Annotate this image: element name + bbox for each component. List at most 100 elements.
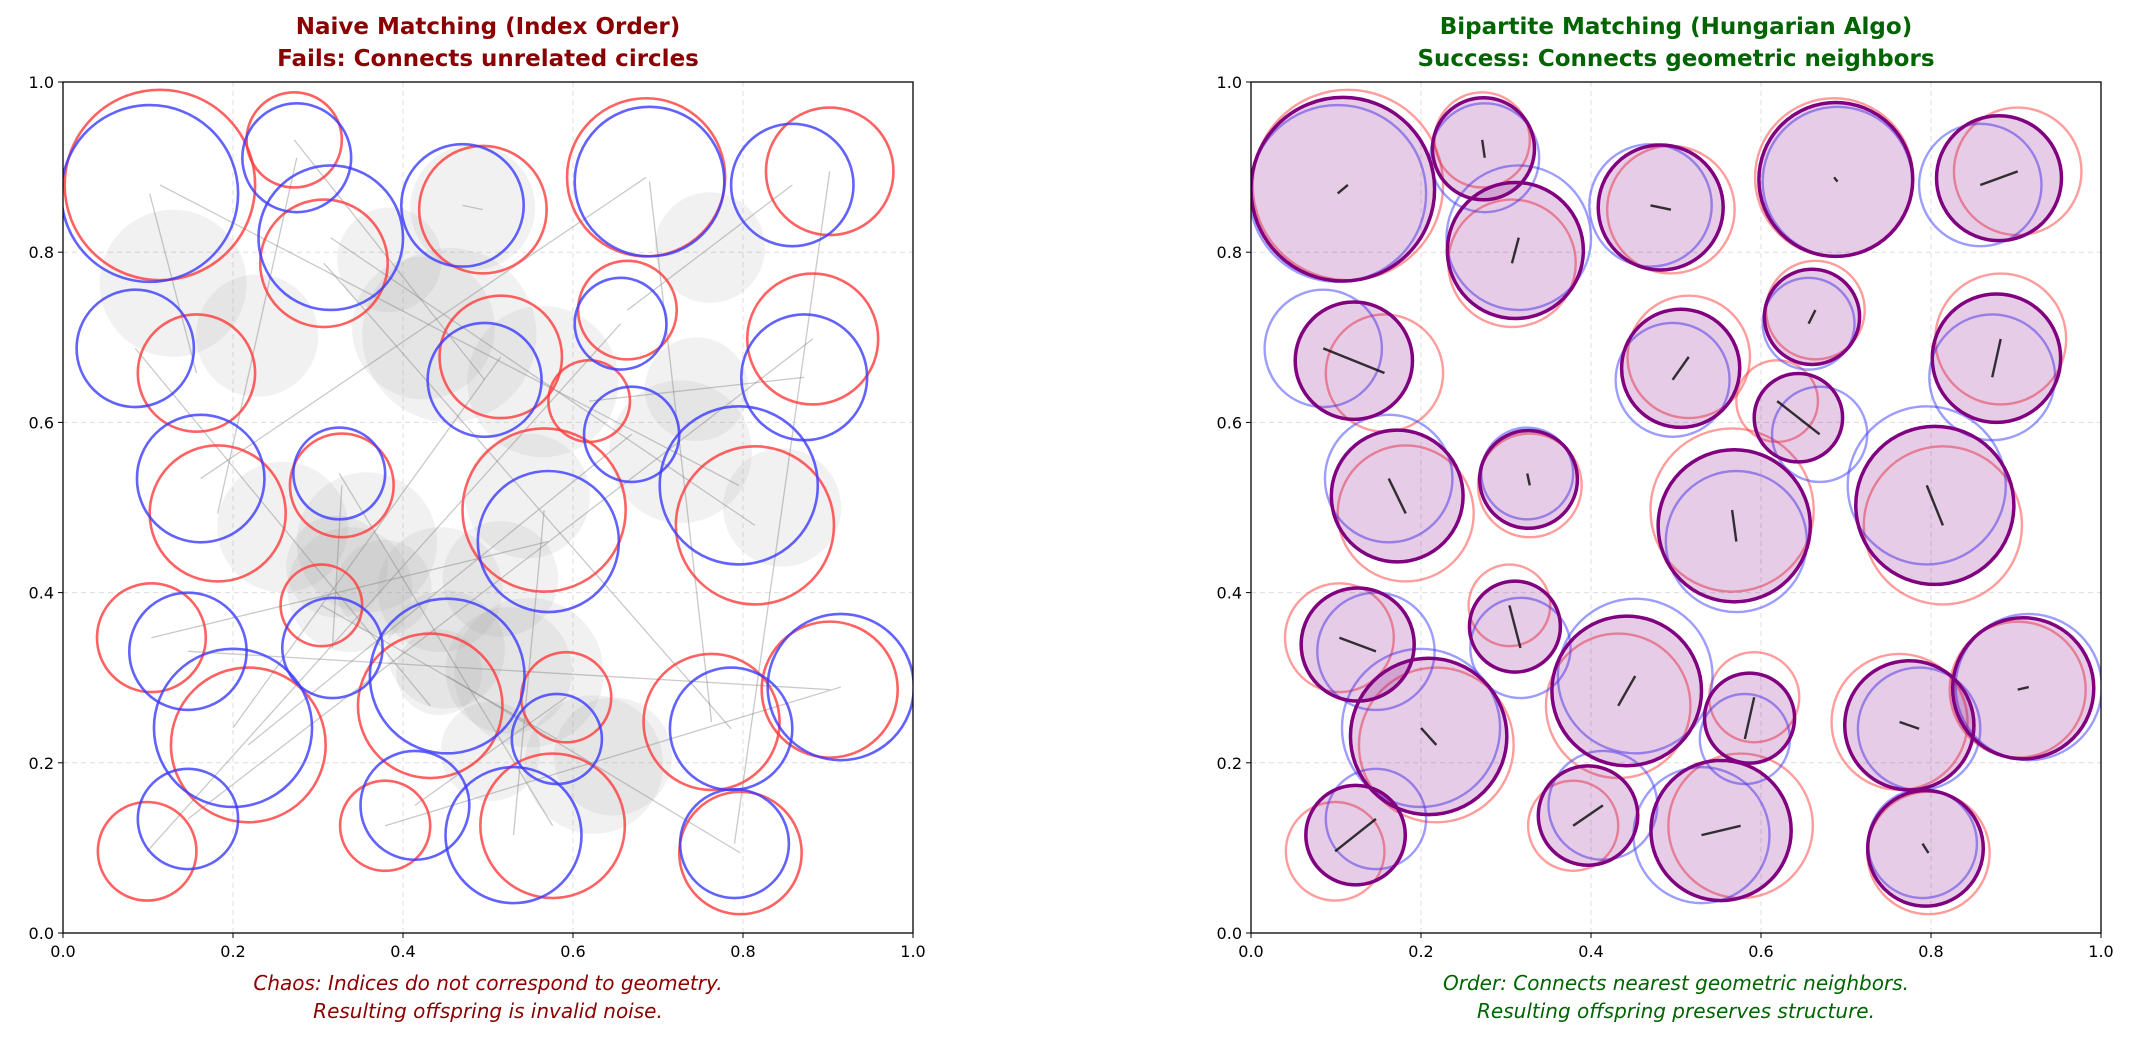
match-line <box>149 193 198 374</box>
parent-a-circle <box>279 563 364 648</box>
y-tick-label: 0.6 <box>1217 413 1242 432</box>
parent-b-circle <box>678 787 791 900</box>
parent-b-circle <box>127 591 248 712</box>
parent-b-circle <box>444 765 583 905</box>
parent-b-circle <box>729 122 855 248</box>
match-line <box>1572 804 1604 827</box>
y-tick-label: 1.0 <box>1217 73 1242 92</box>
parent-a-circle <box>576 259 679 361</box>
y-tick-label: 0.2 <box>29 754 54 773</box>
match-line <box>1481 139 1486 158</box>
match-line <box>1420 727 1438 746</box>
plot-area <box>63 88 913 916</box>
parent-a-circle <box>1862 445 2024 606</box>
parent-b-circle <box>476 469 621 614</box>
match-line <box>1650 204 1672 211</box>
parent-b-circle <box>1323 413 1454 544</box>
parent-b-circle <box>1664 469 1809 614</box>
match-line <box>1833 176 1839 183</box>
parent-a-circle <box>764 106 895 237</box>
x-tick-label: 0.4 <box>390 942 415 961</box>
x-tick-label: 0.2 <box>1408 942 1433 961</box>
parent-a-circle <box>148 444 287 583</box>
parent-b-circle <box>135 413 266 544</box>
parent-b-circle <box>426 321 543 439</box>
parent-a-circle <box>1336 444 1475 583</box>
x-tick-label: 1.0 <box>900 942 925 961</box>
parent-b-circle <box>573 276 668 371</box>
offspring-circle <box>609 380 752 524</box>
right-caption-line2: Resulting offspring preserves structure. <box>1477 999 1875 1023</box>
parent-b-circle <box>1761 276 1856 371</box>
parent-b-circle <box>1340 647 1502 809</box>
offspring-circle <box>296 472 437 613</box>
match-line <box>232 356 502 729</box>
parent-a-circle <box>1283 582 1396 694</box>
x-tick-label: 0.8 <box>1918 942 1943 961</box>
match-line <box>1508 605 1522 649</box>
parent-a-circle <box>258 198 390 329</box>
x-tick-label: 0.0 <box>1238 942 1263 961</box>
parent-b-circle <box>399 142 525 268</box>
parent-b-circle <box>359 749 471 862</box>
parent-b-circle <box>292 426 387 521</box>
y-tick-label: 0.0 <box>29 924 54 943</box>
match-line <box>462 204 484 211</box>
parent-a-circle <box>95 582 208 694</box>
x-tick-label: 1.0 <box>2088 942 2113 961</box>
parent-a-circle <box>438 294 564 420</box>
y-tick-label: 0.2 <box>1217 754 1242 773</box>
x-tick-label: 0.0 <box>50 942 75 961</box>
parent-b-circle <box>1263 288 1384 409</box>
axes-frame <box>1250 81 2102 934</box>
parent-a-circle <box>1649 427 1815 593</box>
parent-b-circle <box>368 597 526 755</box>
right-title-line1: Bipartite Matching (Hungarian Algo) <box>1440 14 1912 40</box>
offspring-circle <box>99 209 247 357</box>
match-line <box>2017 685 2030 691</box>
match-line <box>146 323 622 852</box>
parent-b-circle <box>241 102 353 214</box>
axes-frame <box>62 81 914 934</box>
match-line <box>1776 400 1821 436</box>
match-line <box>1338 636 1377 653</box>
parent-a-circle <box>96 800 198 902</box>
match-line <box>627 184 793 311</box>
match-line <box>1617 675 1637 707</box>
match-line <box>1807 309 1817 325</box>
right-title-line2: Success: Connects geometric neighbors <box>1417 46 1934 72</box>
match-line <box>733 171 831 844</box>
plot-area <box>1251 88 2101 916</box>
x-tick-label: 0.6 <box>560 942 585 961</box>
parent-a-circle <box>461 427 627 593</box>
offspring-circle <box>196 274 319 397</box>
offspring-circle <box>337 207 442 313</box>
parent-b-circle <box>1614 321 1731 438</box>
parent-a-circle <box>745 272 880 406</box>
parent-a-circle <box>1357 666 1515 824</box>
parent-a-circle <box>479 752 627 900</box>
parent-b-circle <box>281 596 384 700</box>
parent-b-circle <box>1445 164 1593 312</box>
parent-a-circle <box>356 632 504 780</box>
offspring-circle <box>217 461 349 593</box>
match-line <box>1526 473 1531 486</box>
parent-b-circle <box>1547 749 1659 861</box>
left-caption-line1: Chaos: Indices do not correspond to geom… <box>253 971 722 995</box>
offspring-circle <box>654 192 766 303</box>
parent-a-circle <box>136 313 257 433</box>
parent-b-circle <box>658 405 820 566</box>
parent-b-circle <box>1469 596 1572 700</box>
y-tick-label: 0.8 <box>1217 243 1242 262</box>
match-line <box>1322 347 1385 375</box>
parent-a-circle <box>417 144 548 275</box>
match-line <box>589 376 805 402</box>
x-tick-label: 0.6 <box>1748 942 1773 961</box>
match-line <box>187 650 830 691</box>
match-line <box>1991 338 2002 378</box>
match-line <box>1899 720 1920 730</box>
left-title-line2: Fails: Connects unrelated circles <box>277 46 699 72</box>
match-line <box>1925 484 1945 526</box>
parent-b-circle <box>257 164 405 312</box>
